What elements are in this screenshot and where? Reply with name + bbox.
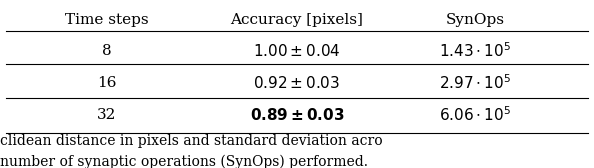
Text: $1.00 \pm 0.04$: $1.00 \pm 0.04$ [253,43,341,58]
Text: $6.06 \cdot 10^5$: $6.06 \cdot 10^5$ [439,106,511,124]
Text: SynOps: SynOps [446,13,505,27]
Text: 8: 8 [102,44,112,57]
Text: 16: 16 [97,76,116,90]
Text: $0.92 \pm 0.03$: $0.92 \pm 0.03$ [254,75,340,91]
Text: Accuracy [pixels]: Accuracy [pixels] [230,13,364,27]
Text: clidean distance in pixels and standard deviation acro: clidean distance in pixels and standard … [0,134,383,148]
Text: Time steps: Time steps [65,13,148,27]
Text: 32: 32 [97,108,116,122]
Text: number of synaptic operations (SynOps) performed.: number of synaptic operations (SynOps) p… [0,155,368,168]
Text: $2.97 \cdot 10^5$: $2.97 \cdot 10^5$ [439,73,511,92]
Text: $1.43 \cdot 10^5$: $1.43 \cdot 10^5$ [439,41,511,60]
Text: $\mathbf{0.89 \pm 0.03}$: $\mathbf{0.89 \pm 0.03}$ [249,107,345,123]
